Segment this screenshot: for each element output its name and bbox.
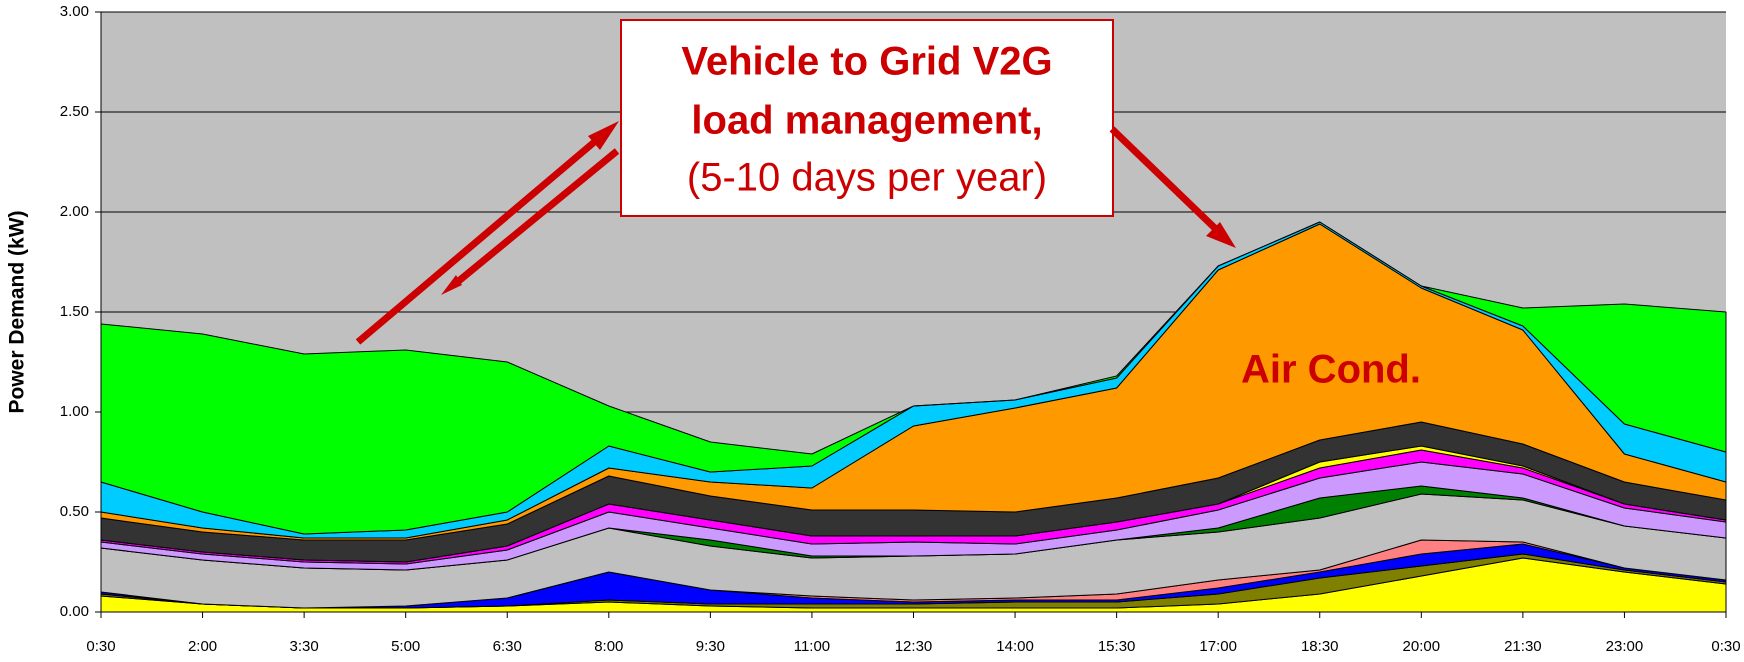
annotation-box bbox=[620, 19, 1114, 217]
x-tick-label: 9:30 bbox=[696, 638, 725, 655]
x-tick-label: 23:00 bbox=[1606, 638, 1644, 655]
x-tick-label: 21:30 bbox=[1504, 638, 1542, 655]
y-tick-label: 2.00 bbox=[60, 203, 89, 220]
y-tick-label: 0.50 bbox=[60, 503, 89, 520]
x-tick-label: 11:00 bbox=[794, 638, 830, 655]
x-tick-label: 14:00 bbox=[996, 638, 1034, 655]
arrow-head bbox=[588, 121, 619, 150]
x-tick-label: 0:30 bbox=[86, 638, 115, 655]
y-tick-label: 1.00 bbox=[60, 403, 89, 420]
y-axis-label: Power Demand (kW) bbox=[6, 210, 29, 413]
arrow bbox=[1109, 126, 1225, 238]
x-tick-label: 2:00 bbox=[188, 638, 217, 655]
x-tick-label: 5:00 bbox=[391, 638, 420, 655]
axes: 0.00 0.50 1.00 1.50 2.00 2.50 3.00 0:30 2:00 3:30… bbox=[60, 3, 1741, 655]
annotation: load management, bbox=[691, 99, 1042, 143]
x-tick-label: 0:30 bbox=[1711, 638, 1740, 655]
x-tick-label: 6:30 bbox=[493, 638, 522, 655]
y-tick-label: 2.50 bbox=[60, 103, 89, 120]
x-tick-label: 17:00 bbox=[1199, 638, 1237, 655]
y-tick-label: 1.50 bbox=[60, 303, 89, 320]
x-tick-label: 15:30 bbox=[1098, 638, 1136, 655]
x-tick-label: 12:30 bbox=[895, 638, 933, 655]
arrow bbox=[355, 130, 608, 345]
annotation: Air Cond. bbox=[1241, 348, 1421, 392]
areas bbox=[100, 221, 1727, 613]
x-tick-label: 18:30 bbox=[1301, 638, 1339, 655]
x-tick-label: 8:00 bbox=[594, 638, 623, 655]
annotation: Vehicle to Grid V2G bbox=[681, 40, 1052, 84]
arrow-head bbox=[1206, 222, 1236, 248]
arrow bbox=[452, 148, 620, 287]
annotation: (5-10 days per year) bbox=[687, 156, 1047, 200]
x-tick-label: 3:30 bbox=[290, 638, 319, 655]
area bbox=[100, 221, 1727, 535]
y-tick-label: 3.00 bbox=[60, 3, 89, 20]
y-tick-label: 0.00 bbox=[60, 603, 89, 620]
annotations: Vehicle to Grid V2G load management, (5-… bbox=[355, 19, 1421, 392]
x-tick-label: 20:00 bbox=[1403, 638, 1441, 655]
arrow-head bbox=[441, 275, 462, 295]
